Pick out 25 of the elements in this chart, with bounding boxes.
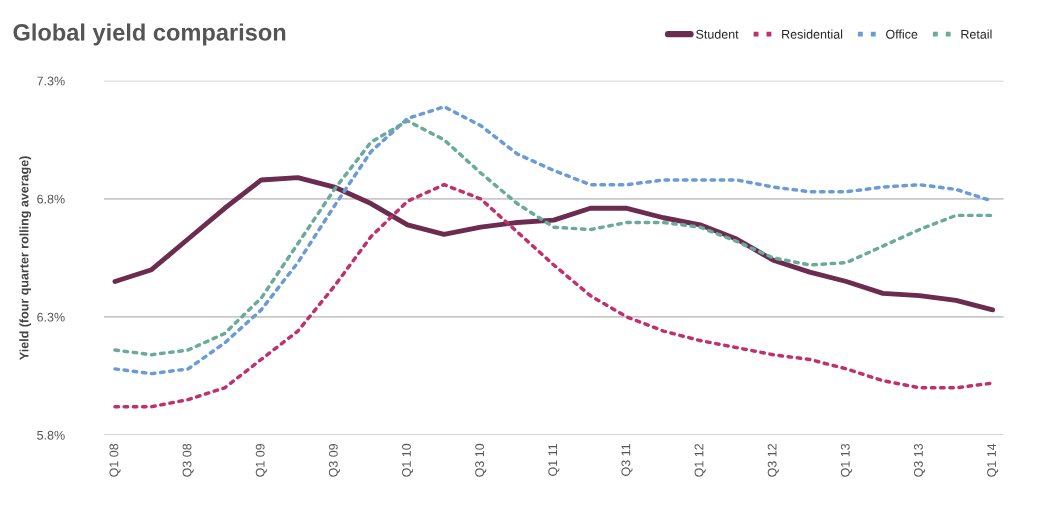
x-tick-label: Q3 09 bbox=[328, 443, 340, 477]
x-tick-label: Q1 08 bbox=[109, 443, 121, 477]
y-tick-label: 6.8% bbox=[37, 194, 65, 204]
x-tick-label: Q1 12 bbox=[694, 443, 706, 477]
x-tick-label: Q3 11 bbox=[621, 443, 633, 476]
x-tick-label: Q3 10 bbox=[475, 443, 487, 477]
y-tick-label: 5.8% bbox=[37, 430, 65, 440]
x-tick-label: Q1 09 bbox=[255, 443, 267, 477]
legend-label: Office bbox=[886, 29, 918, 39]
line-series bbox=[113, 182, 995, 409]
line-series bbox=[112, 175, 996, 313]
legend-label: Student bbox=[696, 29, 739, 39]
y-tick-label: 6.3% bbox=[37, 312, 65, 322]
x-tick-label: Q1 11 bbox=[548, 443, 560, 476]
x-tick-label: Q1 13 bbox=[840, 443, 852, 477]
chart-title: Global yield comparison bbox=[13, 23, 286, 46]
x-tick-label: Q1 10 bbox=[402, 443, 414, 477]
x-tick-label: Q3 13 bbox=[913, 443, 926, 477]
x-tick-label: Q3 08 bbox=[182, 443, 194, 477]
y-axis-title: Yield (four quarter rolling average) bbox=[19, 156, 32, 360]
legend-label: Retail bbox=[961, 29, 992, 39]
x-tick-label: Q3 12 bbox=[767, 443, 779, 477]
x-tick-label: Q1 14 bbox=[987, 443, 999, 477]
y-tick-label: 7.3% bbox=[37, 76, 65, 86]
legend-label: Residential bbox=[782, 29, 843, 39]
